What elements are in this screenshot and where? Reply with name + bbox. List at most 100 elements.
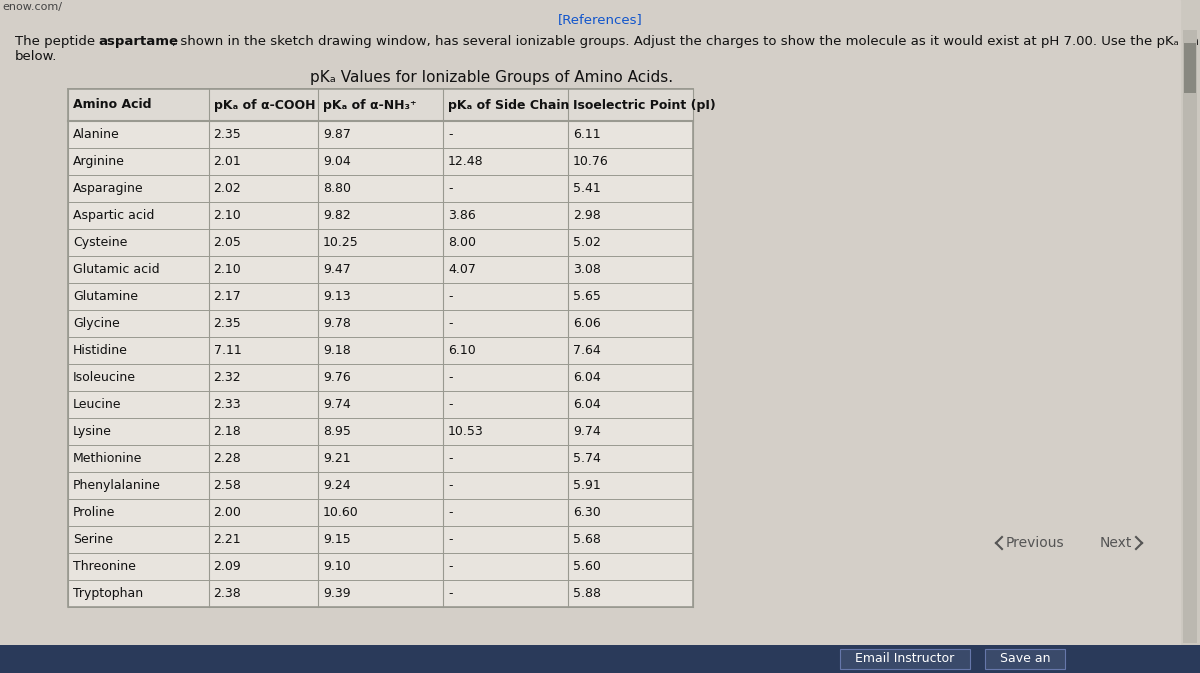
Text: 2.05: 2.05	[214, 236, 241, 249]
Text: below.: below.	[14, 50, 58, 63]
Text: 9.87: 9.87	[323, 128, 350, 141]
Text: 2.18: 2.18	[214, 425, 241, 438]
Text: 12.48: 12.48	[448, 155, 484, 168]
Text: , shown in the sketch drawing window, has several ionizable groups. Adjust the c: , shown in the sketch drawing window, ha…	[172, 35, 1200, 48]
Text: Proline: Proline	[73, 506, 115, 519]
Bar	[985, 649, 1066, 669]
Text: 9.13: 9.13	[323, 290, 350, 303]
Text: 6.30: 6.30	[574, 506, 601, 519]
Text: 9.18: 9.18	[323, 344, 350, 357]
Text: -: -	[448, 506, 452, 519]
Text: The peptide: The peptide	[14, 35, 100, 48]
Text: -: -	[448, 560, 452, 573]
Text: 10.60: 10.60	[323, 506, 359, 519]
Text: 2.10: 2.10	[214, 263, 241, 276]
Text: Isoelectric Point (pI): Isoelectric Point (pI)	[574, 98, 715, 112]
Text: 9.15: 9.15	[323, 533, 350, 546]
Text: Serine: Serine	[73, 533, 113, 546]
Text: Previous: Previous	[1006, 536, 1064, 550]
Text: -: -	[448, 533, 452, 546]
Text: Leucine: Leucine	[73, 398, 121, 411]
Text: enow.com/: enow.com/	[2, 2, 62, 12]
Text: Cysteine: Cysteine	[73, 236, 127, 249]
Text: 2.58: 2.58	[214, 479, 241, 492]
Text: 2.32: 2.32	[214, 371, 241, 384]
Text: 5.91: 5.91	[574, 479, 601, 492]
Text: 2.00: 2.00	[214, 506, 241, 519]
Text: Next: Next	[1100, 536, 1133, 550]
Text: 7.11: 7.11	[214, 344, 241, 357]
Text: 2.98: 2.98	[574, 209, 601, 222]
Text: 2.33: 2.33	[214, 398, 241, 411]
Text: -: -	[448, 128, 452, 141]
Bar	[1184, 43, 1196, 93]
Text: Isoleucine: Isoleucine	[73, 371, 136, 384]
Text: 2.28: 2.28	[214, 452, 241, 465]
Text: 2.09: 2.09	[214, 560, 241, 573]
Text: Amino Acid: Amino Acid	[73, 98, 151, 112]
Text: -: -	[448, 587, 452, 600]
Text: 3.08: 3.08	[574, 263, 601, 276]
Text: -: -	[448, 290, 452, 303]
Text: pKₐ of Side Chain: pKₐ of Side Chain	[448, 98, 569, 112]
Text: Tryptophan: Tryptophan	[73, 587, 143, 600]
Text: 9.24: 9.24	[323, 479, 350, 492]
Text: 6.04: 6.04	[574, 398, 601, 411]
Text: 5.68: 5.68	[574, 533, 601, 546]
Text: 9.39: 9.39	[323, 587, 350, 600]
Text: 5.02: 5.02	[574, 236, 601, 249]
Text: pKₐ of α-COOH: pKₐ of α-COOH	[214, 98, 316, 112]
Text: 9.82: 9.82	[323, 209, 350, 222]
Text: [References]: [References]	[558, 13, 642, 26]
Text: 9.04: 9.04	[323, 155, 350, 168]
Text: Threonine: Threonine	[73, 560, 136, 573]
Text: -: -	[448, 371, 452, 384]
Text: 6.11: 6.11	[574, 128, 601, 141]
Text: 10.76: 10.76	[574, 155, 608, 168]
Text: 9.74: 9.74	[323, 398, 350, 411]
Text: 2.10: 2.10	[214, 209, 241, 222]
Text: Phenylalanine: Phenylalanine	[73, 479, 161, 492]
Text: 5.74: 5.74	[574, 452, 601, 465]
Text: Glutamic acid: Glutamic acid	[73, 263, 160, 276]
Text: Alanine: Alanine	[73, 128, 120, 141]
Text: 6.04: 6.04	[574, 371, 601, 384]
Text: 2.38: 2.38	[214, 587, 241, 600]
Text: 9.47: 9.47	[323, 263, 350, 276]
Bar	[0, 645, 1200, 673]
Text: 2.02: 2.02	[214, 182, 241, 195]
Text: 8.80: 8.80	[323, 182, 352, 195]
Text: Histidine: Histidine	[73, 344, 128, 357]
Text: Glycine: Glycine	[73, 317, 120, 330]
Text: -: -	[448, 452, 452, 465]
Text: 2.21: 2.21	[214, 533, 241, 546]
Text: Save an: Save an	[1000, 653, 1050, 666]
Text: 2.35: 2.35	[214, 128, 241, 141]
Text: aspartame: aspartame	[98, 35, 178, 48]
Text: 7.64: 7.64	[574, 344, 601, 357]
Text: 10.53: 10.53	[448, 425, 484, 438]
Text: 9.78: 9.78	[323, 317, 350, 330]
Text: Email Instructor: Email Instructor	[856, 653, 955, 666]
Text: Methionine: Methionine	[73, 452, 143, 465]
Text: 5.65: 5.65	[574, 290, 601, 303]
Text: Aspartic acid: Aspartic acid	[73, 209, 155, 222]
Text: -: -	[448, 479, 452, 492]
Text: 6.06: 6.06	[574, 317, 601, 330]
Text: 5.60: 5.60	[574, 560, 601, 573]
Text: 4.07: 4.07	[448, 263, 476, 276]
Text: 8.00: 8.00	[448, 236, 476, 249]
Bar	[840, 649, 970, 669]
Text: Glutamine: Glutamine	[73, 290, 138, 303]
Text: 2.01: 2.01	[214, 155, 241, 168]
Text: 2.17: 2.17	[214, 290, 241, 303]
Text: 9.76: 9.76	[323, 371, 350, 384]
Text: Arginine: Arginine	[73, 155, 125, 168]
Text: 5.88: 5.88	[574, 587, 601, 600]
Bar	[1183, 30, 1198, 643]
Text: 2.35: 2.35	[214, 317, 241, 330]
Text: 9.10: 9.10	[323, 560, 350, 573]
Text: 8.95: 8.95	[323, 425, 350, 438]
Text: -: -	[448, 398, 452, 411]
Text: -: -	[448, 317, 452, 330]
